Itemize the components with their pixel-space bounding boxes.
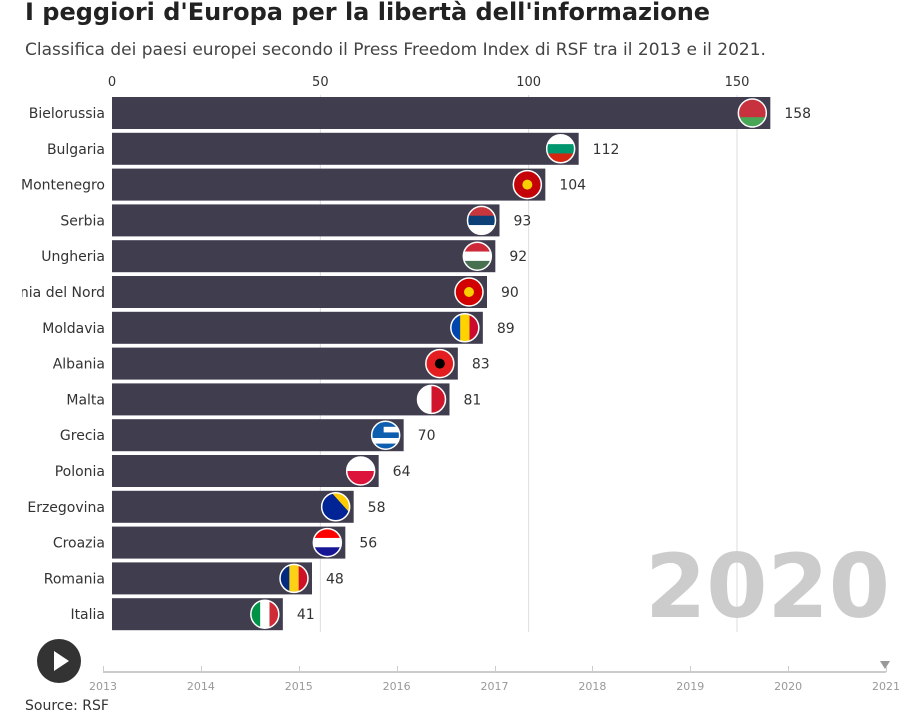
x-tick-label: 50 [312,75,329,90]
timeline-year-2013[interactable]: 2013 [89,680,117,693]
bar [112,490,354,523]
value-label: 89 [497,321,515,337]
bar [112,455,379,487]
bar [112,311,483,344]
category-label: Italia [70,607,105,623]
category-label: Albania [53,357,105,373]
value-label: 158 [784,106,811,122]
timeline-tick [494,666,496,672]
bar [112,347,458,380]
category-label: Macedonia del Nord [0,285,105,301]
timeline-year-2018[interactable]: 2018 [578,680,607,693]
bar [112,132,579,165]
timeline-tick [103,666,104,672]
play-button[interactable] [37,639,81,683]
bar [112,168,546,201]
category-label: Croazia [53,536,105,552]
value-label: 56 [359,536,377,552]
value-label: 41 [297,607,315,623]
timeline-year-2017[interactable]: 2017 [480,680,509,693]
chart-title: I peggiori d'Europa per la libertà dell'… [25,0,711,26]
category-label: Bulgaria [47,142,105,158]
value-label: 112 [593,142,620,158]
timeline-tick [396,666,398,672]
bar [112,240,496,273]
current-year-label: 2020 [645,535,890,638]
bar [112,562,312,595]
value-label: 92 [509,249,527,265]
flag-icon-bulgaria [545,134,576,164]
category-label: Romania [44,571,105,587]
flag-icon-albania [425,348,455,379]
category-label: Moldavia [42,321,105,337]
timeline-year-2014[interactable]: 2014 [186,680,215,693]
value-label: 64 [393,464,411,480]
timeline-slider[interactable] [103,671,886,673]
flag-icon-hungary [462,241,493,271]
timeline-tick [788,666,790,672]
category-label: Bosnia Erzegovina [0,500,105,516]
timeline-year-2019[interactable]: 2019 [676,680,705,693]
flag-icon-romania [279,563,309,594]
flag-icon-croatia [312,527,343,558]
bar [112,526,346,559]
category-label: Serbia [60,213,105,229]
bar [112,419,404,452]
flag-icon-north-macedonia [454,277,484,307]
value-label: 104 [559,178,586,194]
timeline-tick [200,666,202,672]
timeline-year-2016[interactable]: 2016 [382,680,411,693]
x-tick-label: 0 [108,75,116,90]
flag-icon-moldova [450,313,480,343]
bar [112,204,500,237]
category-label: Polonia [55,464,105,480]
category-label: Montenegro [21,178,105,194]
timeline-tick [886,666,887,672]
bar [112,383,450,416]
flag-icon-malta [416,384,447,415]
value-label: 58 [368,500,386,516]
timeline-year-2020[interactable]: 2020 [774,680,803,693]
bar-chart: 0 50 100 150 Bielorussia 158 Bulgaria 112 Monten… [0,75,811,632]
flag-icon-serbia [466,205,497,236]
flag-icon-montenegro [512,169,543,200]
bar [112,276,487,308]
flag-icon-bosnia [320,492,351,522]
flag-icon-belarus [737,98,768,128]
category-label: Grecia [60,428,105,444]
flag-icon-poland [345,456,376,486]
timeline-tick [690,666,692,672]
value-label: 90 [501,285,519,301]
value-label: 93 [514,213,532,229]
timeline-tick [298,666,300,672]
timeline-tick [592,666,594,672]
category-label: Ungheria [41,249,105,265]
source-note: Source: RSF [25,698,109,714]
timeline-year-2015[interactable]: 2015 [284,680,313,693]
x-tick-label: 150 [725,75,750,90]
flag-icon-greece [370,420,401,450]
value-label: 48 [326,571,344,587]
value-label: 70 [418,428,436,444]
flag-icon-italy [250,599,280,629]
value-label: 83 [472,357,490,373]
timeline-handle[interactable] [880,661,890,669]
x-tick-label: 100 [516,75,541,90]
bar [112,97,771,129]
category-label: Malta [66,392,105,408]
chart-subtitle: Classifica dei paesi europei secondo il … [25,40,766,60]
timeline-year-2021[interactable]: 2021 [872,680,900,693]
value-label: 81 [464,392,482,408]
category-label: Bielorussia [29,106,105,122]
